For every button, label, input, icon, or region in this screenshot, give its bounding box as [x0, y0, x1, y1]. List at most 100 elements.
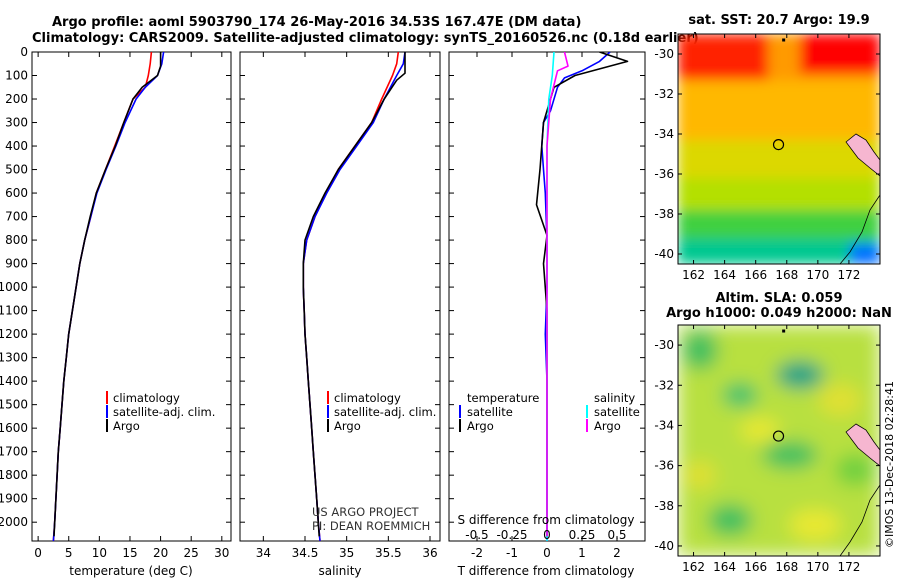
lat-tick-label: -36 [654, 459, 674, 473]
sla-mid-1 [835, 454, 875, 486]
x-tick-label: 30 [214, 546, 229, 560]
x2-tick-label: 0.5 [607, 528, 626, 542]
series-line-argo [53, 52, 162, 537]
sst-top-marker [782, 38, 786, 42]
y-tick-label: 1400 [0, 374, 28, 388]
lat-tick-label: -34 [654, 418, 674, 432]
sla-ridge-line [839, 484, 880, 556]
sla-high-3 [684, 461, 716, 489]
sst-band-3 [678, 178, 880, 212]
legend-label-climatology: climatology [334, 391, 401, 405]
sla-low-4 [762, 441, 818, 469]
series-line-argo [546, 52, 569, 537]
argo-float-location-marker [772, 139, 785, 151]
lat-tick-label: -32 [654, 87, 674, 101]
lat-tick-label: -34 [654, 127, 674, 141]
sst-longitude-axis: 162 164 166 168 170 172 [682, 34, 860, 282]
y-tick-label: 200 [5, 92, 28, 106]
sla-latitude-axis: -30 -32 -34 -36 -38 -40 [654, 338, 880, 553]
salinity-panel: 34 34.5 35 35.5 36 climatology satellite-adj… [239, 51, 441, 578]
sst-latitude-axis: -30 -32 -34 -36 -38 -40 [654, 47, 880, 261]
y-tick-label: 1800 [0, 468, 28, 482]
depth-axis: 0 100 200 300 400 500 600 700 800 900 1000 1100 1200… [0, 45, 231, 529]
y-tick-label: 1100 [0, 304, 28, 318]
lon-tick-label: 168 [775, 268, 798, 282]
temperature-plot-frame [31, 51, 232, 542]
lon-tick-label: 170 [806, 560, 829, 574]
x2-tick-label: 0.25 [569, 528, 596, 542]
legend-label-satellite: satellite-adj. clim. [113, 405, 215, 419]
x-tick-label: -1 [506, 546, 518, 560]
lat-tick-label: -38 [654, 207, 674, 221]
sla-coastline [845, 423, 880, 467]
sla-high-2 [740, 418, 780, 442]
series-line-argo [302, 52, 406, 537]
x-tick-label: 25 [184, 546, 199, 560]
x-tick-label: 15 [122, 546, 137, 560]
salinity-plot-frame [239, 51, 441, 542]
sla-low-5 [708, 504, 752, 536]
y-tick-label: 900 [5, 257, 28, 271]
sst-map-panel: sat. SST: 20.7 Argo: 19.9 -30-32-34-36-3… [654, 13, 881, 282]
x-tick-label: 34.5 [292, 546, 319, 560]
x-tick-label: 36 [422, 546, 437, 560]
legend-title-salinity: salinity [594, 391, 635, 405]
lat-tick-label: -38 [654, 499, 674, 513]
project-credit: US ARGO PROJECT [312, 505, 420, 519]
sst-coastline [845, 133, 880, 177]
x-tick-label: 5 [65, 546, 73, 560]
lat-tick-label: -30 [654, 338, 674, 352]
sst-band-2 [678, 140, 880, 180]
y-tick-label: 300 [5, 116, 28, 130]
lon-tick-label: 164 [713, 560, 736, 574]
legend-label-climatology: climatology [113, 391, 180, 405]
y-tick-label: 2000 [0, 515, 28, 529]
legend-label-argo: Argo [334, 419, 361, 433]
sla-low-2 [722, 383, 758, 407]
sla-field [678, 325, 880, 556]
y-tick-label: 500 [5, 163, 28, 177]
difference-panel: -2 -1 0 1 2 temperature satellite Argo salin… [448, 51, 646, 578]
lat-tick-label: -40 [654, 539, 674, 553]
legend-label-s-argo: Argo [594, 419, 621, 433]
sla-low-1 [776, 361, 824, 389]
sla-map-title: Altim. SLA: 0.059 [716, 291, 843, 306]
legend-label-satellite: satellite-adj. clim. [334, 405, 436, 419]
temperature-legend: climatology satellite-adj. clim. Argo [106, 391, 215, 433]
salinity-series [302, 52, 406, 541]
y-tick-label: 1200 [0, 327, 28, 341]
lon-tick-label: 168 [775, 560, 798, 574]
sst-band-5 [678, 238, 880, 264]
s-difference-tick-labels: -0.5 -0.25 0 0.25 0.5 [465, 528, 626, 542]
x-tick-label: 35 [339, 546, 354, 560]
sst-map-frame [677, 33, 881, 265]
y-tick-label: 1700 [0, 445, 28, 459]
sla-map-frame [677, 324, 881, 557]
y-tick-label: 1600 [0, 421, 28, 435]
temperature-x-axis: 0 5 10 15 20 25 30 [34, 52, 229, 560]
temperature-panel: 0100200300400500600700800900100011001200… [0, 45, 232, 578]
x2-tick-label: -0.25 [496, 528, 527, 542]
x2-tick-label: 0 [543, 528, 551, 542]
sst-warm-patch-west [678, 34, 768, 80]
sst-warm-patch-east [800, 34, 880, 74]
sst-field [678, 34, 880, 264]
sla-high-1 [818, 384, 862, 416]
sla-high-4 [789, 509, 841, 541]
y-tick-label: 600 [5, 186, 28, 200]
lon-tick-label: 172 [837, 560, 860, 574]
lon-tick-label: 162 [682, 268, 705, 282]
sla-map-subtitle: Argo h1000: 0.049 h2000: NaN [666, 306, 892, 321]
difference-legend: temperature satellite Argo salinity sate… [459, 391, 640, 433]
sst-ridge-line [839, 194, 880, 264]
difference-series [535, 52, 629, 541]
t-difference-axis-label: T difference from climatology [457, 564, 635, 578]
lat-tick-label: -32 [654, 378, 674, 392]
lon-tick-label: 166 [744, 560, 767, 574]
temperature-series [52, 52, 165, 541]
legend-label-argo: Argo [113, 419, 140, 433]
sla-longitude-axis: 162 164 166 168 170 172 [682, 325, 860, 574]
lat-tick-label: -30 [654, 47, 674, 61]
salinity-x-axis: 34 34.5 35 35.5 36 [256, 52, 438, 560]
